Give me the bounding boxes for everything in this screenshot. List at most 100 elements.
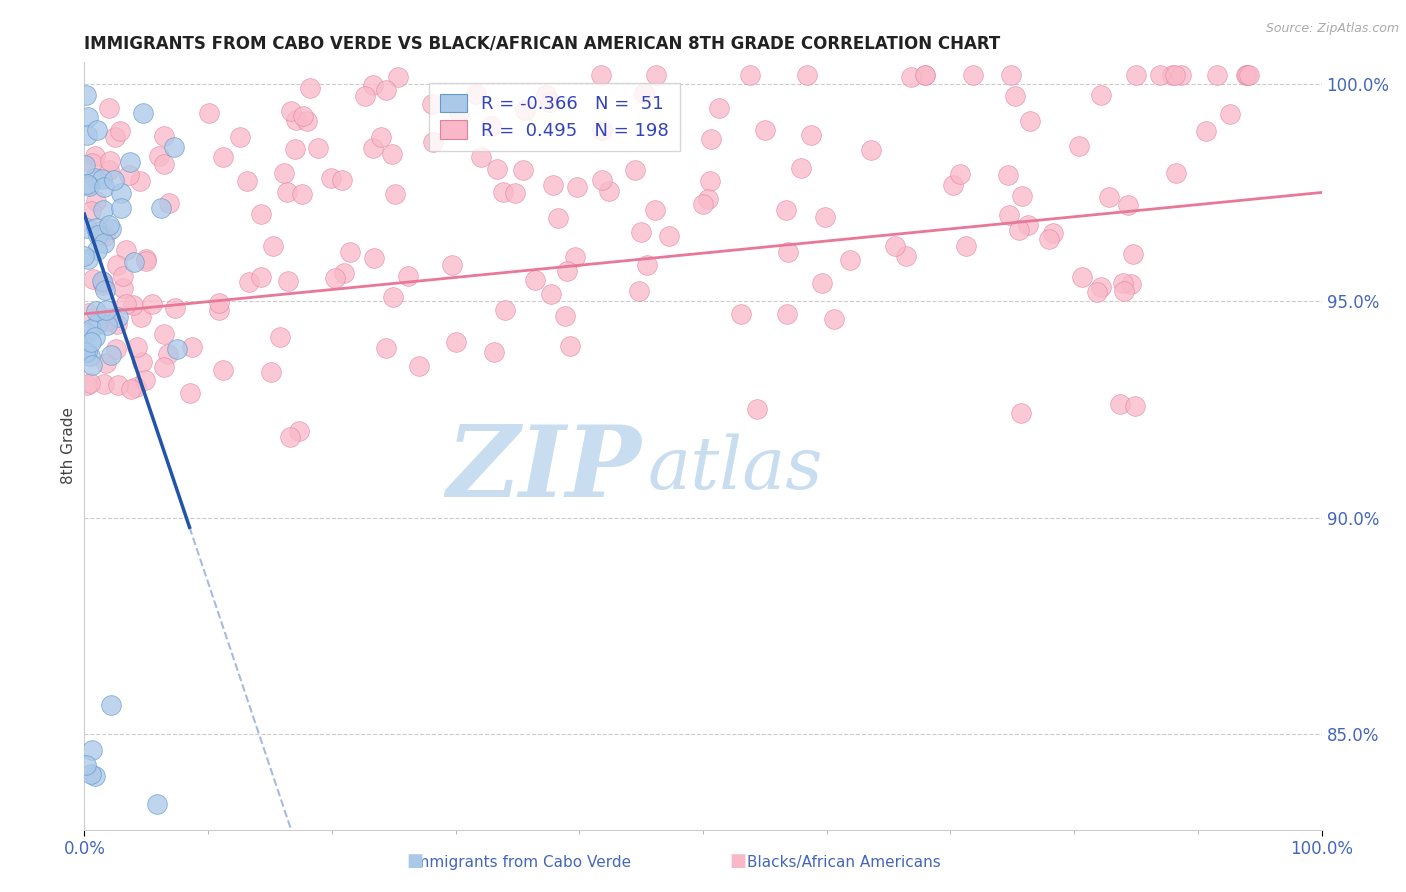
Point <box>93 376 115 391</box>
Point <box>658 229 681 244</box>
Point <box>80 743 103 757</box>
Point <box>914 69 936 83</box>
Point <box>775 202 797 217</box>
Point <box>259 365 281 379</box>
Point <box>276 185 298 199</box>
Point <box>80 204 103 219</box>
Point <box>82 272 104 286</box>
Point <box>633 86 655 100</box>
Point <box>645 69 668 83</box>
Point <box>374 341 396 355</box>
Point <box>699 131 721 145</box>
Point <box>105 258 128 272</box>
Point <box>83 149 105 163</box>
Point <box>1114 284 1136 298</box>
Point <box>1166 166 1188 180</box>
Point <box>384 186 406 201</box>
Point <box>80 156 103 170</box>
Point <box>79 376 101 391</box>
Point <box>291 109 314 123</box>
Point <box>636 258 658 272</box>
Point <box>1160 69 1182 83</box>
Point <box>565 180 588 194</box>
Point <box>547 211 569 225</box>
Point <box>134 373 156 387</box>
Point <box>94 283 117 297</box>
Point <box>280 103 302 118</box>
Point <box>84 304 107 318</box>
Point <box>523 273 546 287</box>
Point <box>543 178 565 193</box>
Point <box>1116 197 1139 211</box>
Point <box>118 154 141 169</box>
Point <box>707 101 730 115</box>
Point <box>75 344 97 359</box>
Point <box>538 95 561 109</box>
Point <box>775 307 797 321</box>
Point <box>90 274 112 288</box>
Point <box>125 340 148 354</box>
Point <box>481 119 503 133</box>
Point <box>591 122 613 136</box>
Point <box>470 151 492 165</box>
Text: IMMIGRANTS FROM CABO VERDE VS BLACK/AFRICAN AMERICAN 8TH GRADE CORRELATION CHART: IMMIGRANTS FROM CABO VERDE VS BLACK/AFRI… <box>84 35 1001 53</box>
Point <box>152 128 174 143</box>
Point <box>96 318 118 332</box>
Point <box>894 248 917 262</box>
Point <box>1070 269 1092 284</box>
Point <box>1170 69 1192 83</box>
Point <box>486 162 509 177</box>
Point <box>422 135 444 149</box>
Point <box>112 281 135 295</box>
Point <box>131 355 153 369</box>
Point <box>98 162 121 177</box>
Point <box>332 173 354 187</box>
Point <box>249 207 271 221</box>
Point <box>163 301 186 315</box>
Point <box>100 698 122 712</box>
Point <box>555 264 578 278</box>
Point <box>1112 276 1135 290</box>
Point <box>77 178 100 193</box>
Point <box>114 296 136 310</box>
Legend: R = -0.366   N =  51, R =  0.495   N = 198: R = -0.366 N = 51, R = 0.495 N = 198 <box>429 83 681 151</box>
Point <box>955 239 977 253</box>
Point <box>93 235 115 250</box>
Text: ■: ■ <box>730 852 747 870</box>
Point <box>153 326 176 341</box>
Point <box>492 185 515 199</box>
Point <box>262 238 284 252</box>
Point <box>1219 107 1241 121</box>
Point <box>1195 123 1218 137</box>
Point <box>859 143 882 157</box>
Point <box>624 163 647 178</box>
Point <box>238 275 260 289</box>
Point <box>558 339 581 353</box>
Point <box>554 309 576 323</box>
Point <box>273 166 295 180</box>
Point <box>79 349 101 363</box>
Point <box>84 768 107 782</box>
Point <box>1019 114 1042 128</box>
Point <box>76 378 98 392</box>
Point <box>124 254 146 268</box>
Point <box>1122 247 1144 261</box>
Point <box>91 277 114 292</box>
Point <box>197 105 219 120</box>
Point <box>1011 189 1033 203</box>
Point <box>75 757 97 772</box>
Point <box>512 163 534 178</box>
Point <box>76 345 98 359</box>
Point <box>277 275 299 289</box>
Point <box>1038 232 1060 246</box>
Point <box>94 228 117 243</box>
Point <box>135 252 157 266</box>
Point <box>796 69 818 83</box>
Point <box>449 105 471 120</box>
Point <box>94 303 117 318</box>
Point <box>1010 407 1032 421</box>
Point <box>104 129 127 144</box>
Point <box>131 310 153 325</box>
Point <box>325 271 347 285</box>
Point <box>740 69 762 83</box>
